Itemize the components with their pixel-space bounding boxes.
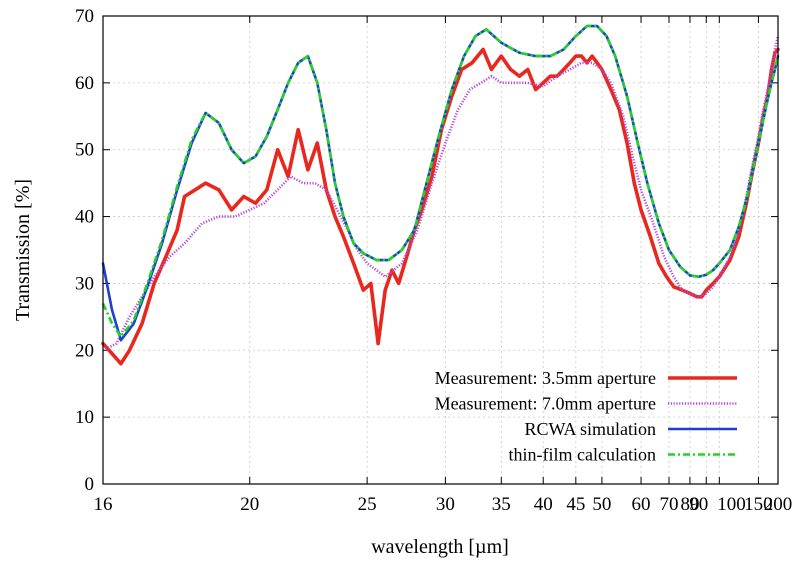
x-tick-label: 30 xyxy=(436,494,455,515)
x-tick-label: 200 xyxy=(764,494,793,515)
y-tick-label: 70 xyxy=(75,6,94,27)
series-line-2 xyxy=(102,35,780,352)
y-tick-label: 40 xyxy=(75,207,94,228)
y-tick-label: 30 xyxy=(75,273,94,294)
x-tick-label: 45 xyxy=(566,494,585,515)
x-tick-label: 90 xyxy=(689,494,708,515)
y-tick-label: 10 xyxy=(75,407,94,428)
x-tick-label: 40 xyxy=(534,494,553,515)
plot-frame xyxy=(102,15,779,485)
y-tick-label: 60 xyxy=(75,73,94,94)
x-tick-label: 20 xyxy=(240,494,259,515)
y-tick-label: 20 xyxy=(75,340,94,361)
x-tick-label: 50 xyxy=(592,494,611,515)
x-tick-label: 100 xyxy=(717,494,746,515)
x-tick-label: 80 xyxy=(680,494,699,515)
x-tick-label: 150 xyxy=(744,494,773,515)
x-tick-label: 25 xyxy=(358,494,377,515)
x-tick-label: 35 xyxy=(492,494,511,515)
y-axis-title: Transmission [%] xyxy=(12,179,34,321)
series-lines xyxy=(101,24,780,366)
series-line-4 xyxy=(101,24,780,339)
x-tick-label: 16 xyxy=(94,494,113,515)
x-tick-label: 70 xyxy=(659,494,678,515)
x-axis-title: wavelength [µm] xyxy=(371,536,509,558)
y-tick-label: 0 xyxy=(85,474,95,495)
y-tick-label: 50 xyxy=(75,140,94,161)
legend-label-2: Measurement: 7.0mm aperture xyxy=(435,394,656,414)
legend: Measurement: 3.5mm aperture Measurement: … xyxy=(435,368,737,465)
legend-label-1: Measurement: 3.5mm aperture xyxy=(435,368,656,388)
legend-label-4: thin-film calculation xyxy=(509,445,656,465)
legend-label-3: RCWA simulation xyxy=(524,419,656,439)
grid-lines xyxy=(103,16,778,484)
x-tick-label: 60 xyxy=(632,494,651,515)
